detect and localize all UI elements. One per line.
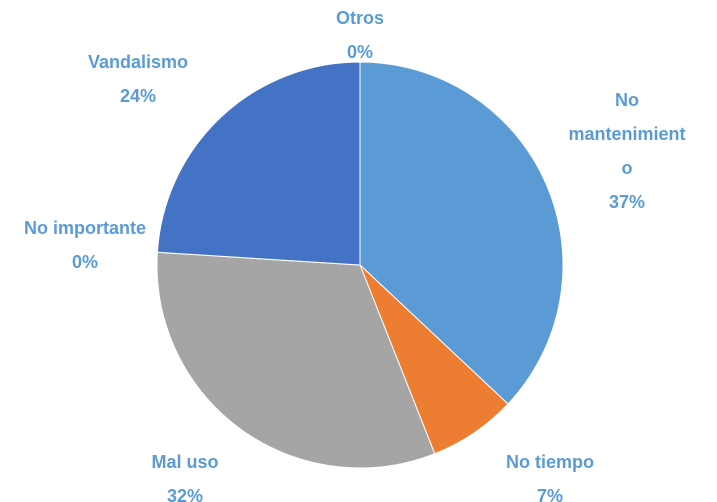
data-label: Mal uso 32% (105, 445, 265, 502)
label-name: Otros (335, 8, 384, 28)
label-value: 0% (346, 42, 373, 62)
data-label: No tiempo 7% (470, 445, 630, 502)
label-value: 7% (536, 486, 563, 502)
label-name: No tiempo (506, 452, 594, 472)
pie-slice (156, 251, 436, 469)
label-value: 37% (608, 192, 646, 212)
pie-slice (359, 61, 564, 405)
label-name: Vandalismo (87, 52, 189, 72)
label-value: 24% (119, 86, 157, 106)
data-label: No importante 0% (5, 211, 165, 279)
pie-slice (156, 61, 361, 266)
data-label: Vandalismo 24% (53, 45, 223, 113)
data-label: No mantenimiento 37% (565, 83, 690, 219)
data-label: Otros 0% (300, 1, 420, 69)
label-value: 32% (166, 486, 204, 502)
label-name: No mantenimiento (568, 90, 686, 178)
label-value: 0% (71, 252, 98, 272)
label-name: Mal uso (151, 452, 219, 472)
label-name: No importante (23, 218, 146, 238)
